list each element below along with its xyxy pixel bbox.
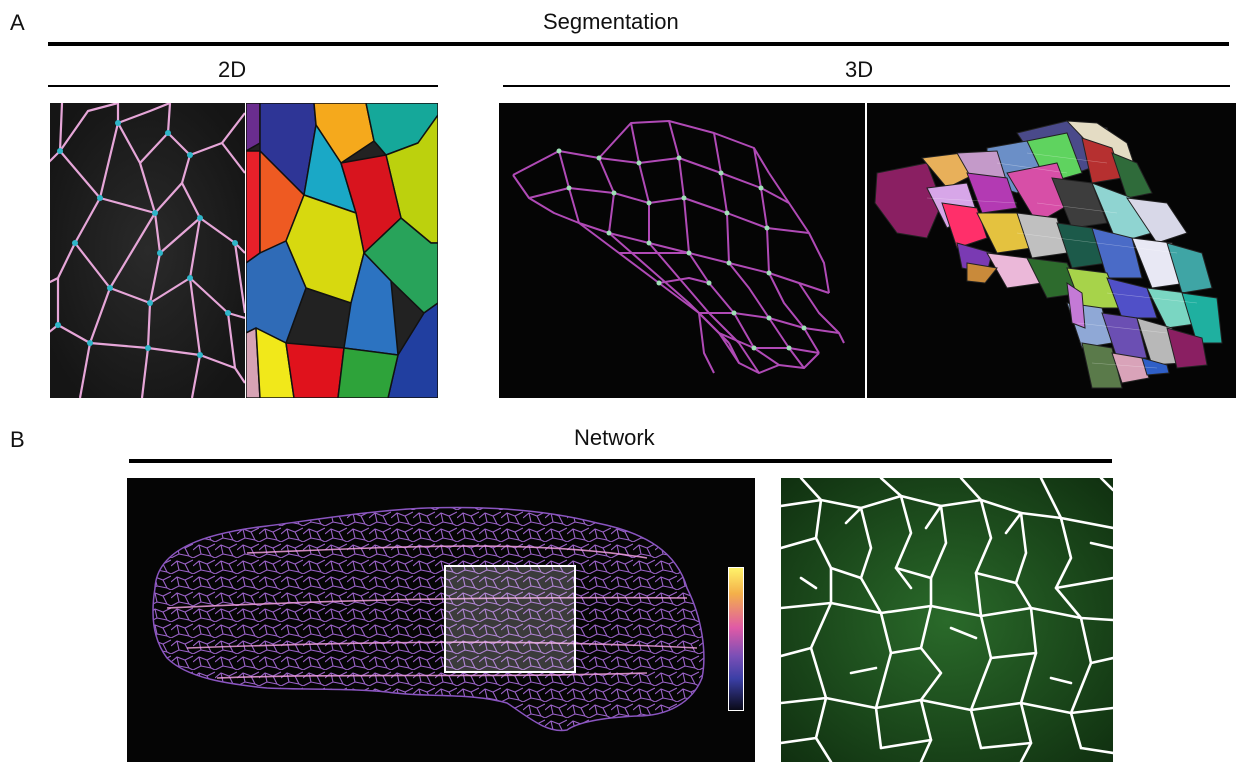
network-title: Network <box>574 425 655 450</box>
panel-b-letter: B <box>10 427 25 452</box>
network-image <box>127 478 755 762</box>
subtitle-2d: 2D <box>218 57 247 82</box>
intensity-colorbar <box>728 567 744 711</box>
membrane-image-2d <box>50 103 245 398</box>
network-rule <box>129 459 1112 463</box>
subtitle-3d: 3D <box>845 57 874 82</box>
panel-a-letter: A <box>10 10 25 35</box>
segmentation-image-2d <box>246 103 438 398</box>
segmentation-title: Segmentation <box>543 9 679 34</box>
cells-image-3d <box>867 103 1236 398</box>
rule-3d <box>503 85 1230 87</box>
rule-2d <box>48 85 438 87</box>
network-zoom-image <box>781 478 1113 762</box>
segmentation-rule <box>48 42 1229 46</box>
skeleton-image-3d <box>499 103 865 398</box>
zoom-region-box <box>444 565 576 673</box>
